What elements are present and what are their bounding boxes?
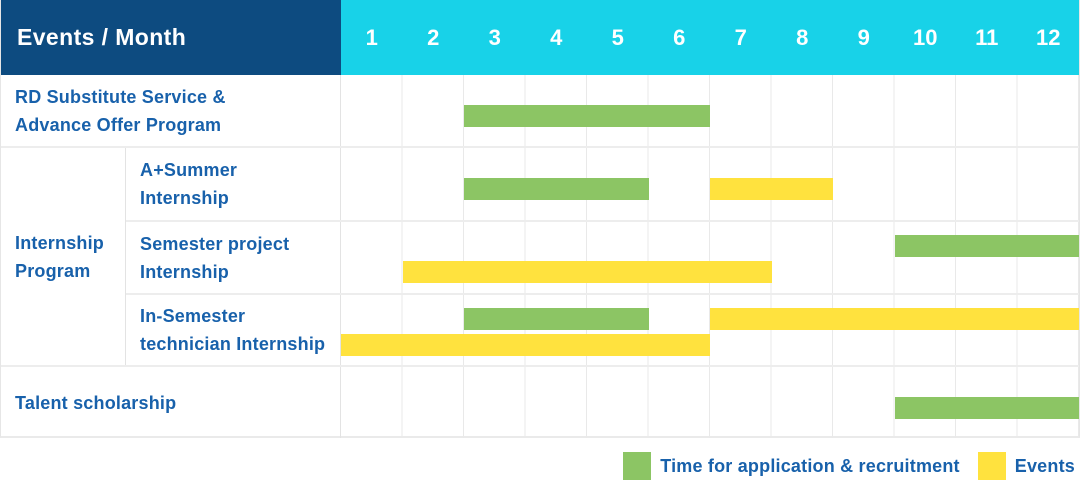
gantt-bar-green [894, 235, 1079, 257]
gantt-bar-yellow [341, 334, 710, 356]
row-label: Talent scholarship [15, 392, 177, 413]
gantt-row-in-semester-technician: In-Semester technician Internship [126, 293, 1079, 365]
gantt-bar-yellow [710, 308, 1079, 330]
chart-area-row-0 [341, 75, 1079, 146]
row-label-cell: Semester project Internship [126, 222, 341, 293]
month-header-cell: 9 [857, 24, 870, 50]
legend: Time for application & recruitment Event… [0, 438, 1080, 494]
corner-header-cell: Events / Month [1, 0, 341, 75]
row-label: In-Semester technician Internship [140, 306, 326, 354]
header-row: Events / Month 1 2 3 4 5 6 7 8 9 10 11 12 [1, 0, 1079, 75]
group-label-cell: Internship Program [1, 148, 126, 365]
month-header-cell: 11 [975, 24, 999, 50]
row-label: A+Summer Internship [140, 160, 238, 208]
chart-area-row-2 [341, 222, 1079, 293]
month-header-cell: 7 [734, 24, 747, 50]
month-header-cell: 10 [913, 24, 938, 50]
chart-area-row-4 [341, 367, 1079, 438]
gantt-bar-green [894, 397, 1079, 419]
group-label: Internship Program [15, 232, 105, 281]
month-header-cell: 5 [611, 24, 624, 50]
month-header-row: 1 2 3 4 5 6 7 8 9 10 11 12 [341, 0, 1079, 75]
legend-label: Time for application & recruitment [660, 455, 960, 476]
chart-area-row-1 [341, 148, 1079, 220]
gantt-row-rd-substitute: RD Substitute Service & Advance Offer Pr… [1, 75, 1079, 146]
corner-header-label: Events / Month [17, 24, 187, 50]
row-label: Semester project Internship [140, 233, 290, 282]
gantt-bar-green [464, 105, 710, 127]
month-header-cell: 6 [673, 24, 686, 50]
gantt-bar-green [464, 308, 649, 330]
gantt-row-a-plus-summer: A+Summer Internship [126, 148, 1079, 220]
row-label: RD Substitute Service & Advance Offer Pr… [15, 86, 226, 135]
gantt-bar-yellow [710, 178, 833, 200]
month-header-cell: 2 [427, 24, 440, 50]
legend-swatch-yellow [977, 452, 1006, 480]
row-label-cell: Talent scholarship [1, 367, 341, 438]
gantt-bar-yellow [402, 261, 772, 283]
row-label-cell: A+Summer Internship [126, 148, 341, 220]
gantt-row-semester-project: Semester project Internship [126, 220, 1079, 293]
legend-item-events: Events [977, 452, 1075, 480]
month-header-cell: 3 [488, 24, 501, 50]
gantt-row-talent-scholarship: Talent scholarship [1, 365, 1079, 438]
chart-area-row-3 [341, 295, 1079, 365]
month-header-cell: 8 [796, 24, 809, 50]
gantt-bar-green [464, 178, 649, 200]
legend-item-application-recruitment: Time for application & recruitment [623, 452, 960, 480]
gantt-table: Events / Month 1 2 3 4 5 6 7 8 9 10 11 12 RD Substi… [0, 0, 1080, 438]
legend-label: Events [1014, 455, 1075, 476]
legend-swatch-green [623, 452, 652, 480]
row-label-cell: RD Substitute Service & Advance Offer Pr… [1, 75, 341, 146]
month-header-cell: 1 [365, 24, 378, 50]
row-label-cell: In-Semester technician Internship [126, 295, 341, 365]
month-header-cell: 4 [550, 24, 563, 50]
internship-program-group: Internship Program A+Summer Internship S… [1, 146, 1079, 365]
month-header-cell: 12 [1036, 24, 1061, 50]
group-rows: A+Summer Internship Semester project Int… [126, 148, 1079, 365]
